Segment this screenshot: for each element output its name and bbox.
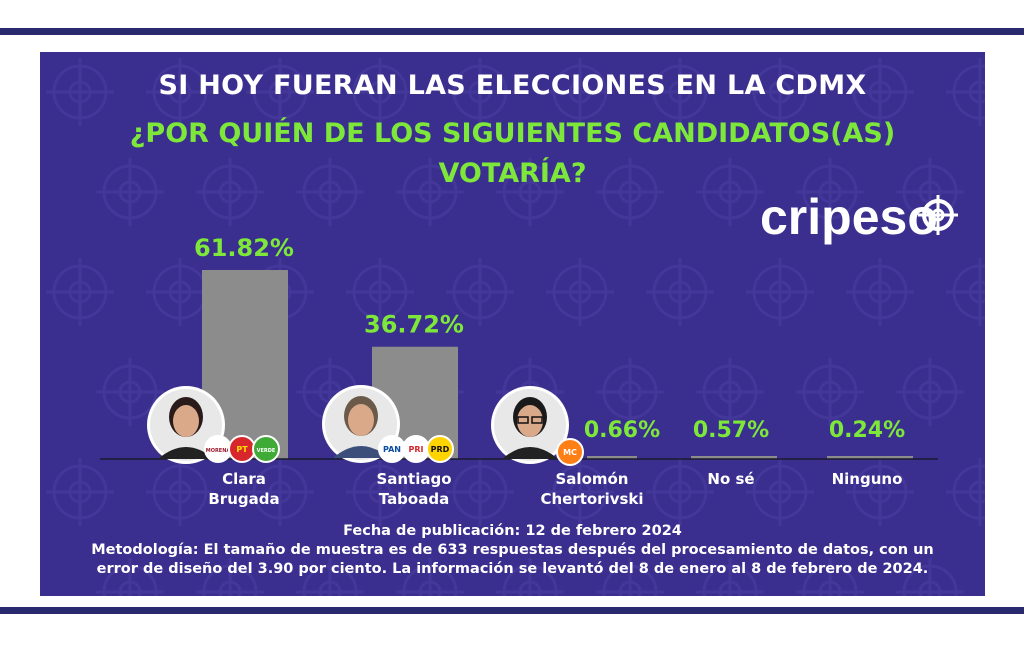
- cripeso-logo: cripeso: [760, 190, 958, 245]
- category-label: Chertorivski: [540, 490, 643, 508]
- svg-text:VERDE: VERDE: [257, 448, 276, 454]
- bottom-band: [0, 607, 1024, 614]
- category-label: Brugada: [208, 490, 279, 508]
- svg-text:MC: MC: [563, 448, 577, 457]
- headline: SI HOY FUERAN LAS ELECCIONES EN LA CDMX: [158, 70, 867, 101]
- category-label: No sé: [707, 470, 754, 488]
- bar-salomon-chertorivski: [587, 456, 637, 459]
- category-label: Santiago: [376, 470, 451, 488]
- party-logo-pt: PT: [228, 435, 256, 463]
- svg-text:PAN: PAN: [383, 445, 401, 454]
- value-label: 0.66%: [584, 418, 660, 443]
- top-band: [0, 28, 1024, 35]
- methodology-line-1: Metodología: El tamaño de muestra es de …: [91, 542, 934, 558]
- svg-text:PRI: PRI: [409, 445, 424, 454]
- methodology-line-2: error de diseño del 3.90 por ciento. La …: [96, 561, 929, 577]
- svg-text:PT: PT: [236, 445, 248, 454]
- logo-wordmark: cripeso: [760, 190, 938, 245]
- bar-chart: MORENA PT VERDE PAN PRI PRD MC 61.82% Clara Brug…: [100, 234, 938, 508]
- party-logo-pri: PRI: [402, 435, 430, 463]
- crosshair-icon: [918, 195, 958, 235]
- category-label: Ninguno: [832, 470, 903, 488]
- svg-text:MORENA: MORENA: [206, 448, 231, 454]
- value-label: 0.24%: [829, 418, 905, 443]
- party-logo-pan: PAN: [378, 435, 406, 463]
- publication-date: Fecha de publicación: 12 de febrero 2024: [343, 523, 682, 539]
- category-label: Taboada: [379, 490, 449, 508]
- question-line-2: VOTARÍA?: [438, 158, 587, 189]
- party-logo-mc: MC: [556, 438, 584, 466]
- value-label: 61.82%: [194, 234, 294, 262]
- question-line-1: ¿POR QUIÉN DE LOS SIGUIENTES CANDIDATOS(…: [129, 118, 896, 149]
- poll-panel: SI HOY FUERAN LAS ELECCIONES EN LA CDMX …: [40, 52, 985, 596]
- candidate-photo: [491, 386, 569, 464]
- question: ¿POR QUIÉN DE LOS SIGUIENTES CANDIDATOS(…: [40, 114, 985, 194]
- bar-ninguno: [827, 456, 913, 459]
- bar-no-se: [691, 456, 777, 459]
- party-logo-prd: PRD: [426, 435, 454, 463]
- party-logo-verde: VERDE: [252, 435, 280, 463]
- value-label: 36.72%: [364, 311, 464, 339]
- svg-text:PRD: PRD: [431, 445, 450, 454]
- value-label: 0.57%: [693, 418, 769, 443]
- party-logo-morena: MORENA: [204, 435, 232, 463]
- category-label: Clara: [222, 470, 266, 488]
- category-label: Salomón: [556, 470, 629, 488]
- footer-notes: Fecha de publicación: 12 de febrero 2024…: [40, 522, 985, 579]
